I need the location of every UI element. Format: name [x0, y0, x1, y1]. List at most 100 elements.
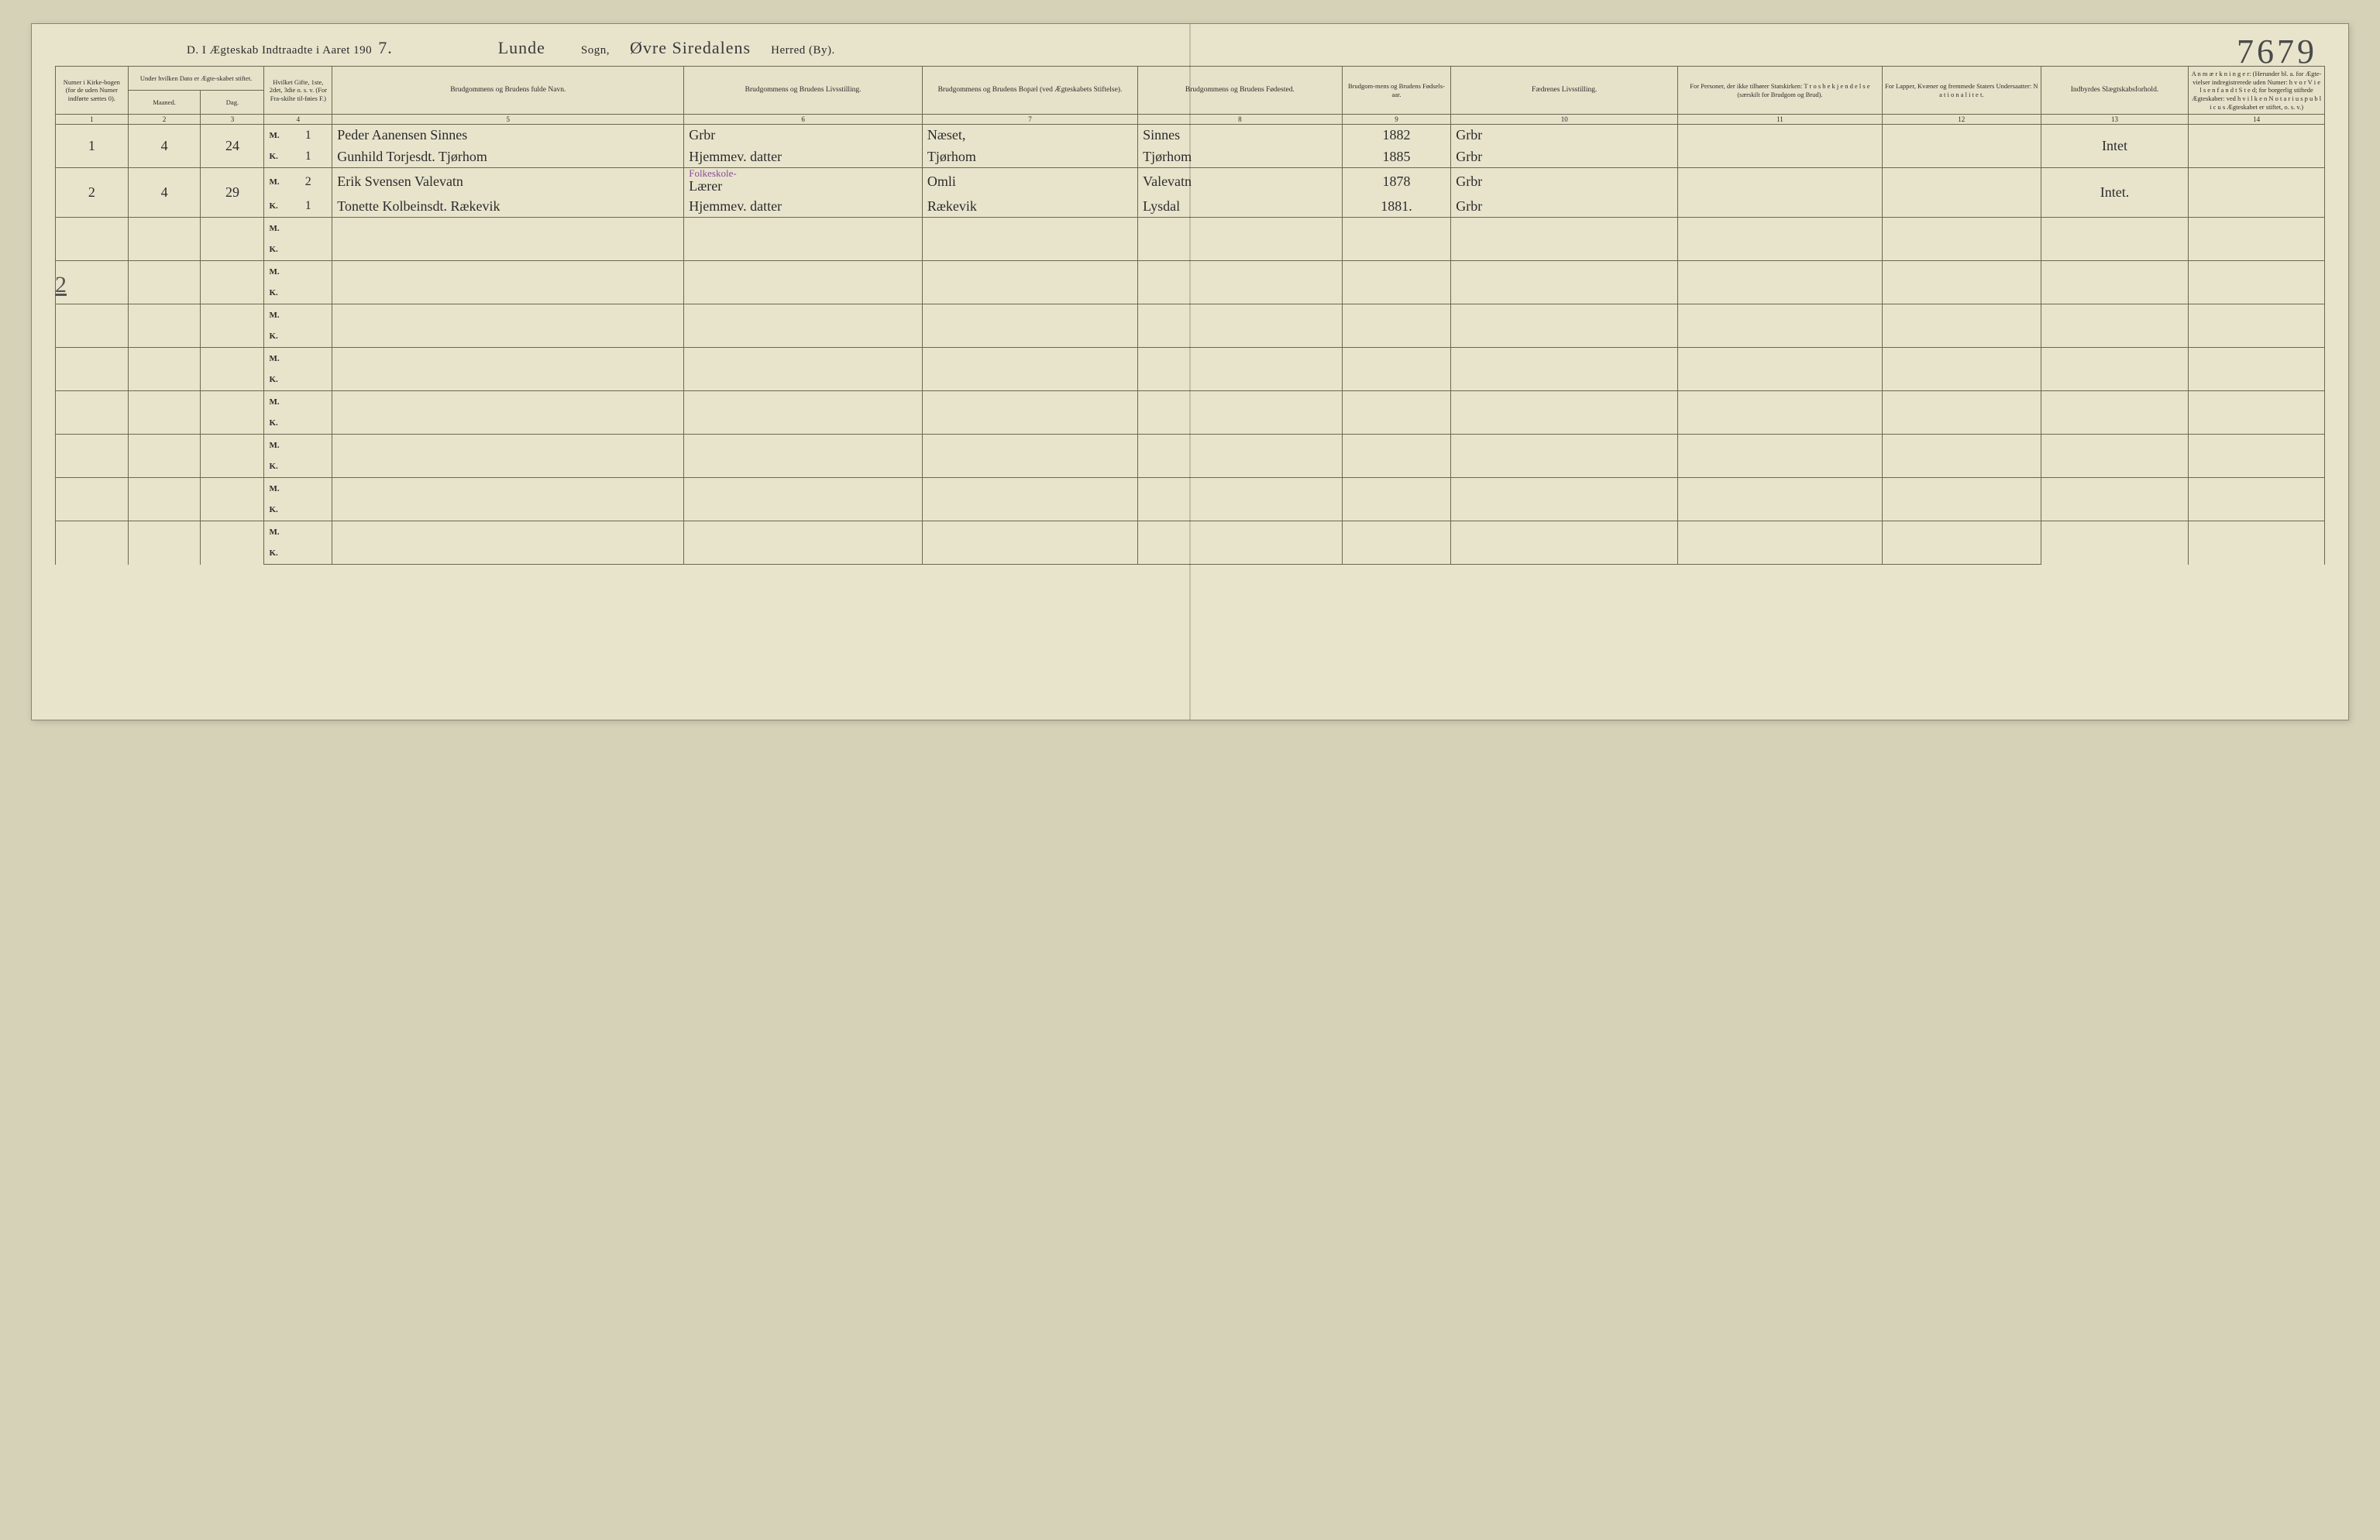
father-occ — [1451, 500, 1678, 521]
col-7-header: Brudgommens og Brudens Bopæl (ved Ægtesk… — [922, 67, 1137, 115]
mk-label: M. — [264, 521, 301, 543]
occupation — [684, 456, 923, 478]
column-number: 5 — [332, 115, 684, 125]
birthyear — [1342, 521, 1451, 543]
confession — [1678, 543, 1883, 565]
residence — [922, 370, 1137, 391]
day — [201, 391, 264, 435]
column-number: 4 — [264, 115, 332, 125]
confession — [1678, 125, 1883, 146]
birthyear — [1342, 500, 1451, 521]
table-row: M. — [56, 348, 2325, 370]
occupation — [684, 239, 923, 261]
confession — [1678, 521, 1883, 543]
remarks — [2189, 304, 2325, 348]
gifte-num — [301, 283, 332, 304]
gifte-num — [301, 543, 332, 565]
name — [332, 456, 684, 478]
nationality — [1882, 500, 2041, 521]
column-number: 1 — [56, 115, 129, 125]
father-occ — [1451, 478, 1678, 500]
table-row: M. — [56, 478, 2325, 500]
name — [332, 435, 684, 456]
day: 29 — [201, 168, 264, 218]
father-occ — [1451, 391, 1678, 413]
gifte-num — [301, 521, 332, 543]
month — [128, 348, 201, 391]
occupation — [684, 370, 923, 391]
table-row: 1424M.1Peder Aanensen SinnesGrbrNæset,Si… — [56, 125, 2325, 146]
mk-label: M. — [264, 218, 301, 239]
occupation — [684, 521, 923, 543]
bride-birthplace: Lysdal — [1138, 196, 1343, 218]
col-13-header: Indbyrdes Slægtskabsforhold. — [2041, 67, 2188, 115]
remarks — [2189, 261, 2325, 304]
groom-birthplace: Valevatn — [1138, 168, 1343, 196]
column-number: 3 — [201, 115, 264, 125]
name — [332, 413, 684, 435]
column-number: 9 — [1342, 115, 1451, 125]
month — [128, 218, 201, 261]
groom-name: Erik Svensen Valevatn — [332, 168, 684, 196]
confession — [1678, 196, 1883, 218]
name — [332, 326, 684, 348]
remarks — [2189, 168, 2325, 218]
day — [201, 435, 264, 478]
occupation — [684, 326, 923, 348]
herred-label: Herred (By). — [771, 44, 835, 57]
residence — [922, 239, 1137, 261]
birthplace — [1138, 521, 1343, 543]
groom-birthyear: 1878 — [1342, 168, 1451, 196]
groom-occupation: Folkeskole-Lærer — [684, 168, 923, 196]
father-occ — [1451, 543, 1678, 565]
bride-occupation: Hjemmev. datter — [684, 196, 923, 218]
month — [128, 304, 201, 348]
column-number: 2 — [128, 115, 201, 125]
title-prefix: D. I Ægteskab Indtraadte i Aaret 190 — [187, 44, 372, 57]
name — [332, 500, 684, 521]
groom-residence: Omli — [922, 168, 1137, 196]
father-occ — [1451, 435, 1678, 456]
table-row: K. — [56, 283, 2325, 304]
confession — [1678, 478, 1883, 500]
nationality — [1882, 304, 2041, 326]
page-header: D. I Ægteskab Indtraadte i Aaret 190 7. … — [32, 24, 2348, 66]
confession — [1678, 348, 1883, 370]
bride-occupation: Hjemmev. datter — [684, 146, 923, 168]
birthplace — [1138, 326, 1343, 348]
col-3-header: Dag. — [201, 91, 264, 115]
gifte-num — [301, 370, 332, 391]
bride-residence: Rækevik — [922, 196, 1137, 218]
nationality — [1882, 478, 2041, 500]
nationality — [1882, 125, 2041, 146]
kinship — [2041, 218, 2188, 261]
day — [201, 304, 264, 348]
groom-name: Peder Aanensen Sinnes — [332, 125, 684, 146]
residence — [922, 261, 1137, 283]
herred-label-text: Herred (By). — [771, 44, 835, 57]
day — [201, 348, 264, 391]
name — [332, 348, 684, 370]
column-number: 6 — [684, 115, 923, 125]
groom-birthyear: 1882 — [1342, 125, 1451, 146]
month: 4 — [128, 168, 201, 218]
month — [128, 435, 201, 478]
table-row: K.1Gunhild Torjesdt. TjørhomHjemmev. dat… — [56, 146, 2325, 168]
month — [128, 521, 201, 565]
bride-father-occ: Grbr — [1451, 196, 1678, 218]
occupation — [684, 435, 923, 456]
groom-father-occ: Grbr — [1451, 125, 1678, 146]
nationality — [1882, 391, 2041, 413]
birthyear — [1342, 326, 1451, 348]
mk-label: M. — [264, 435, 301, 456]
father-occ — [1451, 370, 1678, 391]
confession — [1678, 413, 1883, 435]
confession — [1678, 146, 1883, 168]
birthyear — [1342, 435, 1451, 456]
residence — [922, 348, 1137, 370]
occupation — [684, 413, 923, 435]
bride-birthyear: 1881. — [1342, 196, 1451, 218]
nationality — [1882, 326, 2041, 348]
occupation — [684, 218, 923, 239]
mk-label: M. — [264, 168, 301, 196]
